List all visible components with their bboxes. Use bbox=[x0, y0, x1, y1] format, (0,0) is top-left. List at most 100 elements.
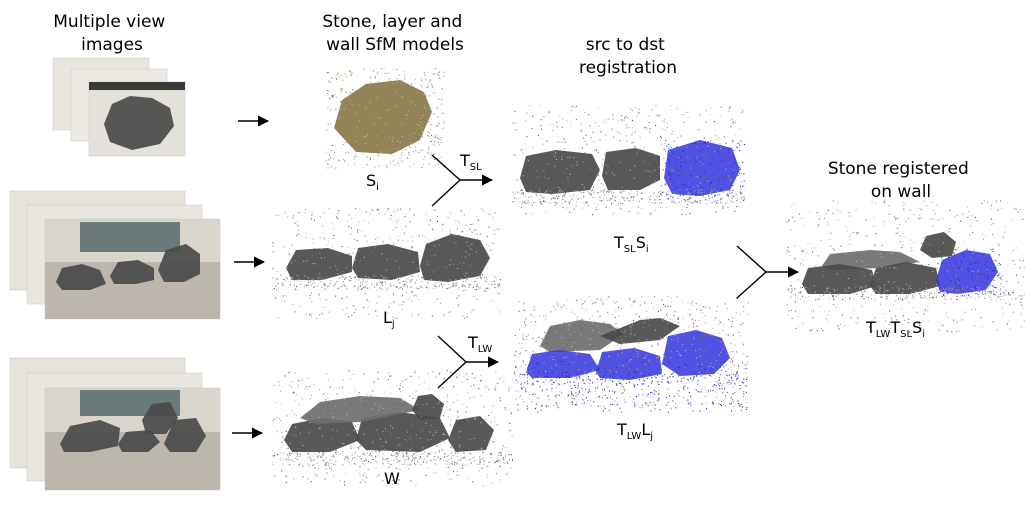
point-cloud-dot bbox=[553, 201, 555, 203]
point-cloud-dot bbox=[581, 402, 583, 404]
point-cloud-dot bbox=[874, 244, 876, 246]
point-cloud-dot bbox=[730, 200, 732, 202]
point-cloud-dot bbox=[739, 313, 741, 315]
point-cloud-dot bbox=[520, 192, 522, 194]
point-cloud-dot bbox=[989, 272, 991, 274]
point-cloud-dot bbox=[432, 73, 434, 75]
point-cloud-dot bbox=[704, 386, 706, 388]
point-cloud-dot bbox=[399, 443, 401, 445]
point-cloud-dot bbox=[712, 390, 714, 392]
point-cloud-dot bbox=[892, 287, 894, 289]
final-registered-cloud bbox=[786, 200, 1025, 334]
point-cloud-dot bbox=[434, 136, 436, 138]
point-cloud-dot bbox=[624, 390, 626, 392]
point-cloud-dot bbox=[548, 399, 550, 401]
point-cloud-dot bbox=[529, 360, 531, 362]
point-cloud-dot bbox=[629, 210, 631, 212]
point-cloud-dot bbox=[921, 264, 923, 266]
point-cloud-dot bbox=[559, 114, 561, 116]
point-cloud-dot bbox=[460, 459, 462, 461]
point-cloud-dot bbox=[427, 467, 429, 469]
point-cloud-dot bbox=[535, 321, 537, 323]
point-cloud-dot bbox=[628, 211, 630, 213]
point-cloud-dot bbox=[1012, 291, 1014, 293]
point-cloud-dot bbox=[668, 395, 670, 397]
point-cloud-dot bbox=[942, 288, 944, 290]
point-cloud-dot bbox=[921, 242, 923, 244]
point-cloud-dot bbox=[570, 124, 572, 126]
point-cloud-dot bbox=[463, 262, 465, 264]
point-cloud-dot bbox=[746, 356, 748, 358]
point-cloud-dot bbox=[340, 89, 342, 91]
point-cloud-dot bbox=[853, 298, 855, 300]
point-cloud-dot bbox=[855, 265, 857, 267]
point-cloud-dot bbox=[687, 387, 689, 389]
point-cloud-dot bbox=[689, 150, 691, 152]
point-cloud-dot bbox=[577, 373, 579, 375]
point-cloud-dot bbox=[853, 293, 855, 295]
point-cloud-dot bbox=[683, 174, 685, 176]
point-cloud-dot bbox=[897, 290, 899, 292]
point-cloud-dot bbox=[390, 136, 392, 138]
point-cloud-dot bbox=[710, 181, 712, 183]
point-cloud-dot bbox=[291, 262, 293, 264]
point-cloud-dot bbox=[355, 447, 357, 449]
point-cloud-dot bbox=[364, 472, 366, 474]
point-cloud-dot bbox=[591, 360, 593, 362]
point-cloud-dot bbox=[367, 313, 369, 315]
point-cloud-dot bbox=[570, 391, 572, 393]
point-cloud-dot bbox=[649, 214, 651, 216]
point-cloud-dot bbox=[738, 366, 740, 368]
label-stone-model: Si bbox=[366, 171, 379, 193]
point-cloud-dot bbox=[827, 223, 829, 225]
point-cloud-dot bbox=[581, 318, 583, 320]
point-cloud-dot bbox=[281, 470, 283, 472]
point-cloud-dot bbox=[458, 374, 460, 376]
point-cloud-dot bbox=[728, 368, 730, 370]
point-cloud-dot bbox=[462, 280, 464, 282]
point-cloud-dot bbox=[431, 86, 433, 88]
point-cloud-dot bbox=[646, 395, 648, 397]
point-cloud-dot bbox=[408, 455, 410, 457]
point-cloud-dot bbox=[537, 134, 539, 136]
point-cloud-dot bbox=[367, 306, 369, 308]
point-cloud-dot bbox=[495, 473, 497, 475]
point-cloud-dot bbox=[727, 375, 729, 377]
point-cloud-dot bbox=[736, 146, 738, 148]
point-cloud-dot bbox=[838, 328, 840, 330]
point-cloud-dot bbox=[705, 153, 707, 155]
point-cloud-dot bbox=[942, 294, 944, 296]
point-cloud-dot bbox=[687, 193, 689, 195]
point-cloud-dot bbox=[713, 190, 715, 192]
point-cloud-dot bbox=[600, 182, 602, 184]
point-cloud-dot bbox=[316, 462, 318, 464]
point-cloud-dot bbox=[388, 306, 390, 308]
point-cloud-dot bbox=[356, 240, 358, 242]
point-cloud-dot bbox=[494, 233, 496, 235]
point-cloud-dot bbox=[882, 256, 884, 258]
point-cloud-dot bbox=[638, 353, 640, 355]
point-cloud-dot bbox=[396, 385, 398, 387]
point-cloud-dot bbox=[962, 213, 964, 215]
point-cloud-dot bbox=[377, 209, 379, 211]
point-cloud-dot bbox=[655, 125, 657, 127]
point-cloud-dot bbox=[962, 287, 964, 289]
point-cloud-dot bbox=[932, 287, 934, 289]
point-cloud-dot bbox=[603, 368, 605, 370]
point-cloud-dot bbox=[693, 142, 695, 144]
point-cloud-dot bbox=[540, 119, 542, 121]
point-cloud-dot bbox=[673, 338, 675, 340]
point-cloud-dot bbox=[670, 356, 672, 358]
point-cloud-dot bbox=[399, 140, 401, 142]
point-cloud-dot bbox=[398, 460, 400, 462]
point-cloud-dot bbox=[999, 277, 1001, 279]
point-cloud-dot bbox=[326, 151, 328, 153]
point-cloud-dot bbox=[920, 295, 922, 297]
point-cloud-dot bbox=[820, 305, 822, 307]
point-cloud-dot bbox=[599, 398, 601, 400]
point-cloud-dot bbox=[619, 202, 621, 204]
point-cloud-dot bbox=[499, 466, 501, 468]
point-cloud-dot bbox=[666, 145, 668, 147]
point-cloud-dot bbox=[573, 381, 575, 383]
point-cloud-dot bbox=[902, 269, 904, 271]
